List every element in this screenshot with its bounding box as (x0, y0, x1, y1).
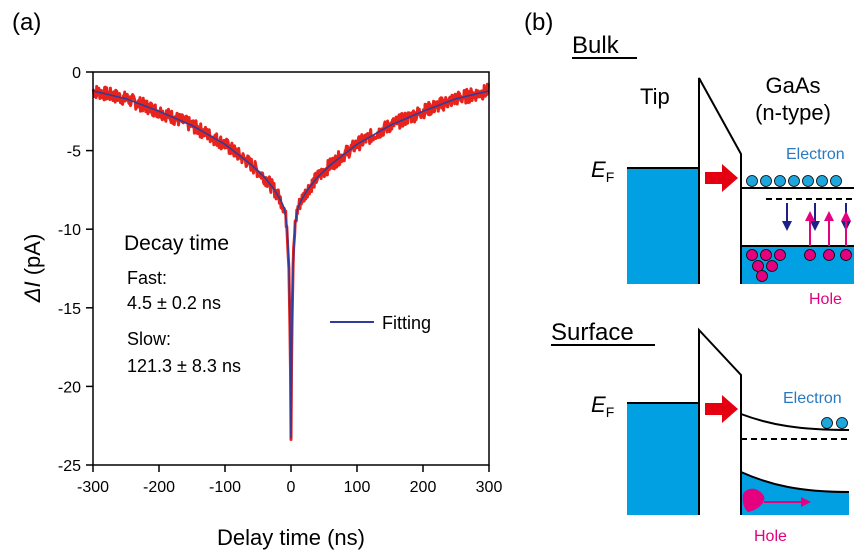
bulk-hole-label: Hole (809, 291, 842, 308)
bulk-electron-label: Electron (786, 146, 845, 163)
y-axis-label: ΔI (pA) (20, 234, 45, 304)
hole-icon (840, 249, 852, 261)
tip-label: Tip (640, 84, 670, 109)
electron-icon (836, 417, 848, 429)
hole-icon (823, 249, 835, 261)
surface-conduction-band-edge (740, 413, 850, 431)
x-axis-label: Delay time (ns) (217, 525, 365, 550)
hole-icon (756, 270, 768, 282)
surface-tunnel-arrow (705, 395, 738, 423)
x-tick-label: -300 (77, 479, 109, 496)
x-tick-label: 0 (287, 479, 296, 496)
y-tick-label: -20 (58, 379, 81, 396)
slow-label: Slow: (127, 329, 171, 349)
fitting-line (92, 90, 490, 439)
y-tick-label: -15 (58, 301, 81, 318)
electron-icon (760, 175, 772, 187)
electron-icon (816, 175, 828, 187)
bulk-tip-metal (627, 168, 699, 284)
electron-icon (821, 417, 833, 429)
surface-fermi-label: EF (591, 392, 614, 420)
hole-icon (804, 249, 816, 261)
x-axis-ticks: -300 -200 -100 0 100 200 300 (77, 465, 502, 496)
hole-icon (774, 249, 786, 261)
surface-electrons (821, 417, 848, 429)
surface-valence-band-edge (740, 471, 850, 493)
x-tick-label: 100 (344, 479, 371, 496)
y-tick-label: -10 (58, 222, 81, 239)
bulk-holes (746, 249, 852, 282)
bulk-tunnel-arrow (705, 164, 738, 192)
surface-electron-label: Electron (783, 390, 842, 407)
y-axis-ticks: 0 -5 -10 -15 -20 -25 (58, 65, 93, 475)
y-tick-label: -25 (58, 458, 81, 475)
electron-icon (802, 175, 814, 187)
bulk-fermi-label: EF (591, 157, 614, 185)
fast-value: 4.5 ± 0.2 ns (127, 293, 221, 313)
bulk-recombination-arrows (782, 203, 851, 246)
ntype-label: (n-type) (755, 100, 831, 125)
surface-title: Surface (551, 319, 634, 346)
decay-time-title: Decay time (124, 232, 229, 255)
electron-icon (788, 175, 800, 187)
electron-icon (830, 175, 842, 187)
decay-chart: -300 -200 -100 0 100 200 300 0 -5 -10 -15 -20 -25 D… (20, 65, 502, 550)
surface-hole-label: Hole (754, 528, 787, 545)
bulk-title: Bulk (572, 32, 620, 59)
surface-hole-cluster (742, 488, 765, 512)
x-tick-label: 300 (476, 479, 503, 496)
y-tick-label: -5 (67, 144, 81, 161)
gaas-label: GaAs (765, 73, 820, 98)
bulk-diagram: Bulk Tip GaAs (n-type) EF Electron (572, 32, 854, 308)
x-tick-label: -200 (143, 479, 175, 496)
surface-diagram: Surface EF Electron Hole (551, 319, 850, 545)
y-tick-label: 0 (72, 65, 81, 82)
hole-icon (760, 249, 772, 261)
electron-icon (774, 175, 786, 187)
surface-vacuum-barrier (698, 327, 742, 515)
y-axis-symbol: ΔI (20, 281, 45, 303)
surface-tip-metal (627, 403, 699, 515)
bulk-vacuum-barrier (698, 77, 742, 284)
fit-line-layer (92, 90, 490, 439)
panel-a-label: (a) (12, 9, 41, 36)
hole-icon (766, 260, 778, 272)
electron-icon (746, 175, 758, 187)
slow-value: 121.3 ± 8.3 ns (127, 356, 241, 376)
legend-fit-label: Fitting (382, 313, 431, 333)
x-tick-label: -100 (209, 479, 241, 496)
fast-label: Fast: (127, 268, 167, 288)
hole-icon (752, 260, 764, 272)
hole-icon (746, 249, 758, 261)
y-axis-unit: (pA) (20, 234, 45, 282)
bulk-electrons (746, 175, 842, 187)
panel-b-label: (b) (524, 9, 553, 36)
x-tick-label: 200 (410, 479, 437, 496)
